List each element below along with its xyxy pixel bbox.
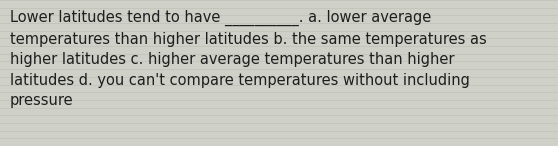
- Text: Lower latitudes tend to have __________. a. lower average
temperatures than high: Lower latitudes tend to have __________.…: [10, 10, 487, 108]
